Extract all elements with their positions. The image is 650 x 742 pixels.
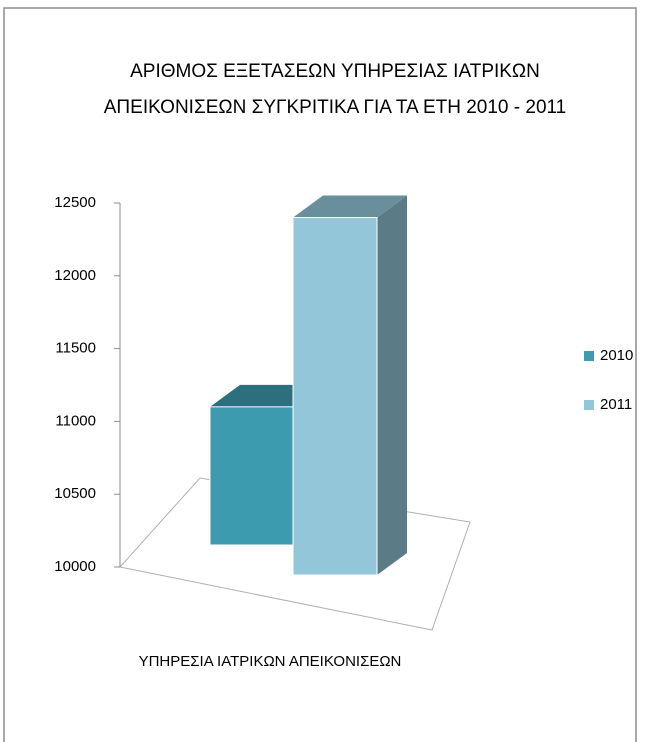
chart-title: ΑΡΙΘΜΟΣ ΕΞΕΤΑΣΕΩΝ ΥΠΗΡΕΣΙΑΣ ΙΑΤΡΙΚΩΝ [130,61,540,82]
y-tick-label: 10000 [54,558,96,575]
legend-swatch [584,400,594,410]
bar [209,406,295,546]
x-tick-label: ΥΠΗΡΕΣΙΑ ΙΑΤΡΙΚΩΝ ΑΠΕΙΚΟΝΙΣΕΩΝ [139,653,402,670]
legend-label: 2010 [600,347,633,364]
chart-subtitle: ΑΠΕΙΚΟΝΙΣΕΩΝ ΣΥΓΚΡΙΤΙΚΑ ΓΙΑ ΤΑ ΕΤΗ 2010 … [104,97,567,118]
floor [119,477,471,631]
chart-border [3,7,637,742]
bar-top [293,195,407,218]
y-tick-label: 11500 [55,340,96,357]
y-tick-label: 12000 [54,267,96,284]
y-tick-label: 11000 [55,412,96,429]
legend-swatch [584,351,594,361]
y-tick-label: 10500 [54,485,96,502]
bar [292,217,378,576]
y-tick-label: 12500 [54,194,96,211]
legend-label: 2011 [600,396,632,413]
bar-side [377,195,407,575]
